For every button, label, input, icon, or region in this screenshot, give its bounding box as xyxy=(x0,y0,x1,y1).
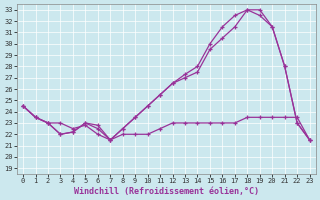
X-axis label: Windchill (Refroidissement éolien,°C): Windchill (Refroidissement éolien,°C) xyxy=(74,187,259,196)
